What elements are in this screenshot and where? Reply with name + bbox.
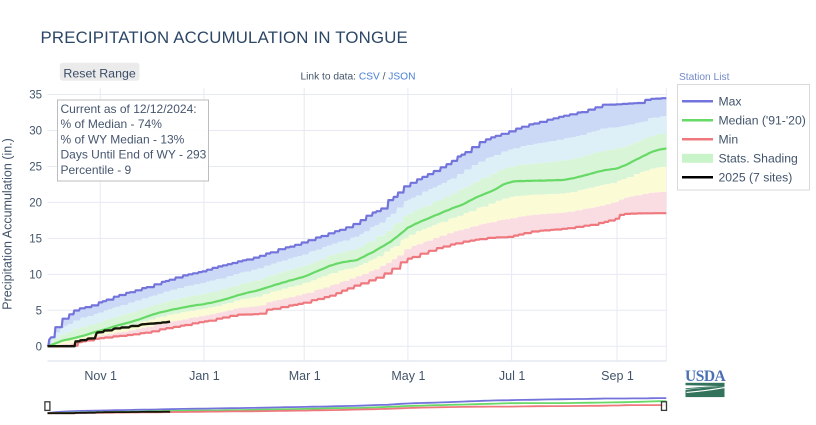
svg-text:Link to data: CSV / JSON: Link to data: CSV / JSON: [301, 72, 416, 83]
svg-text:35: 35: [29, 90, 42, 102]
svg-text:2025 (7 sites): 2025 (7 sites): [719, 171, 793, 185]
svg-text:Min: Min: [719, 133, 739, 147]
svg-text:Median ('91-'20): Median ('91-'20): [719, 114, 806, 128]
svg-text:USDA: USDA: [685, 368, 727, 385]
svg-text:Mar 1: Mar 1: [289, 369, 321, 383]
svg-text:Precipitation Accumulation (in: Precipitation Accumulation (in.): [1, 138, 15, 310]
svg-text:25: 25: [29, 162, 42, 174]
svg-text:Station List: Station List: [679, 72, 730, 83]
svg-text:Nov 1: Nov 1: [84, 369, 117, 383]
svg-text:Percentile - 9: Percentile - 9: [61, 163, 132, 177]
svg-text:Stats. Shading: Stats. Shading: [719, 152, 798, 166]
svg-text:10: 10: [29, 269, 42, 281]
svg-text:Jan 1: Jan 1: [189, 369, 220, 383]
svg-text:20: 20: [29, 197, 42, 209]
svg-text:Jul 1: Jul 1: [499, 369, 525, 383]
svg-text:0: 0: [36, 341, 42, 353]
svg-text:Current as of 12/12/2024:: Current as of 12/12/2024:: [61, 102, 197, 116]
svg-text:% of Median - 74%: % of Median - 74%: [61, 117, 163, 131]
svg-text:30: 30: [29, 126, 42, 138]
svg-text:15: 15: [29, 233, 42, 245]
svg-text:Days Until End of WY - 293: Days Until End of WY - 293: [61, 148, 207, 162]
svg-text:Reset Range: Reset Range: [63, 66, 135, 80]
svg-text:% of WY Median - 13%: % of WY Median - 13%: [61, 132, 185, 146]
svg-text:Sep 1: Sep 1: [601, 369, 634, 383]
svg-text:PRECIPITATION ACCUMULATION IN: PRECIPITATION ACCUMULATION IN TONGUE: [41, 28, 408, 47]
svg-text:5: 5: [36, 305, 42, 317]
svg-text:Max: Max: [719, 95, 742, 109]
svg-text:May 1: May 1: [391, 369, 425, 383]
